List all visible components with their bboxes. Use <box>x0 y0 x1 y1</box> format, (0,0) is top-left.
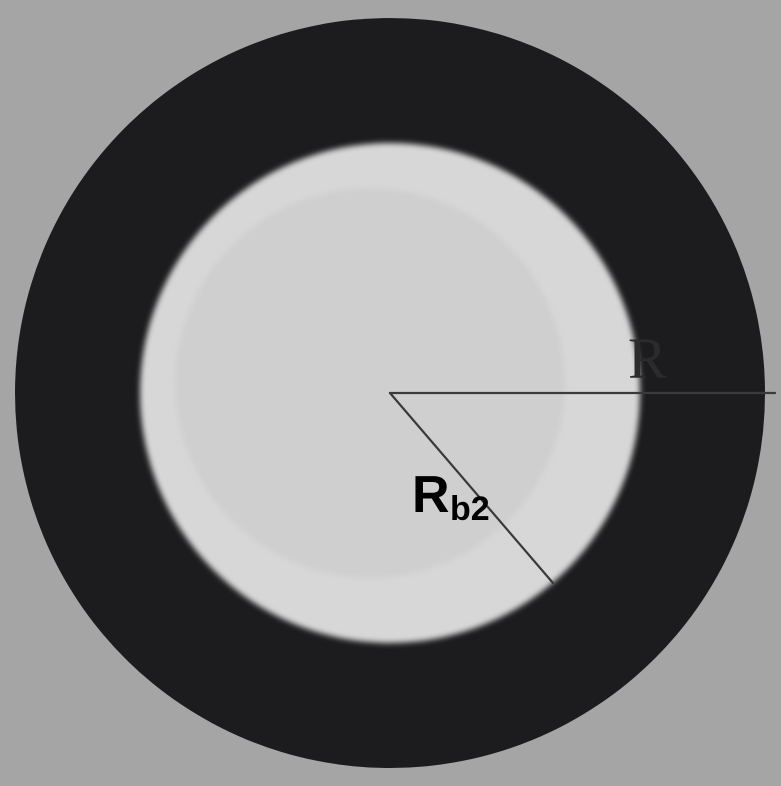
label-R: R <box>628 326 667 391</box>
label-Rb2: R <box>412 466 450 524</box>
label-Rb2-sub: b2 <box>450 490 490 528</box>
inner-shade <box>175 188 565 578</box>
diagram-stage: R R b2 <box>0 0 781 786</box>
